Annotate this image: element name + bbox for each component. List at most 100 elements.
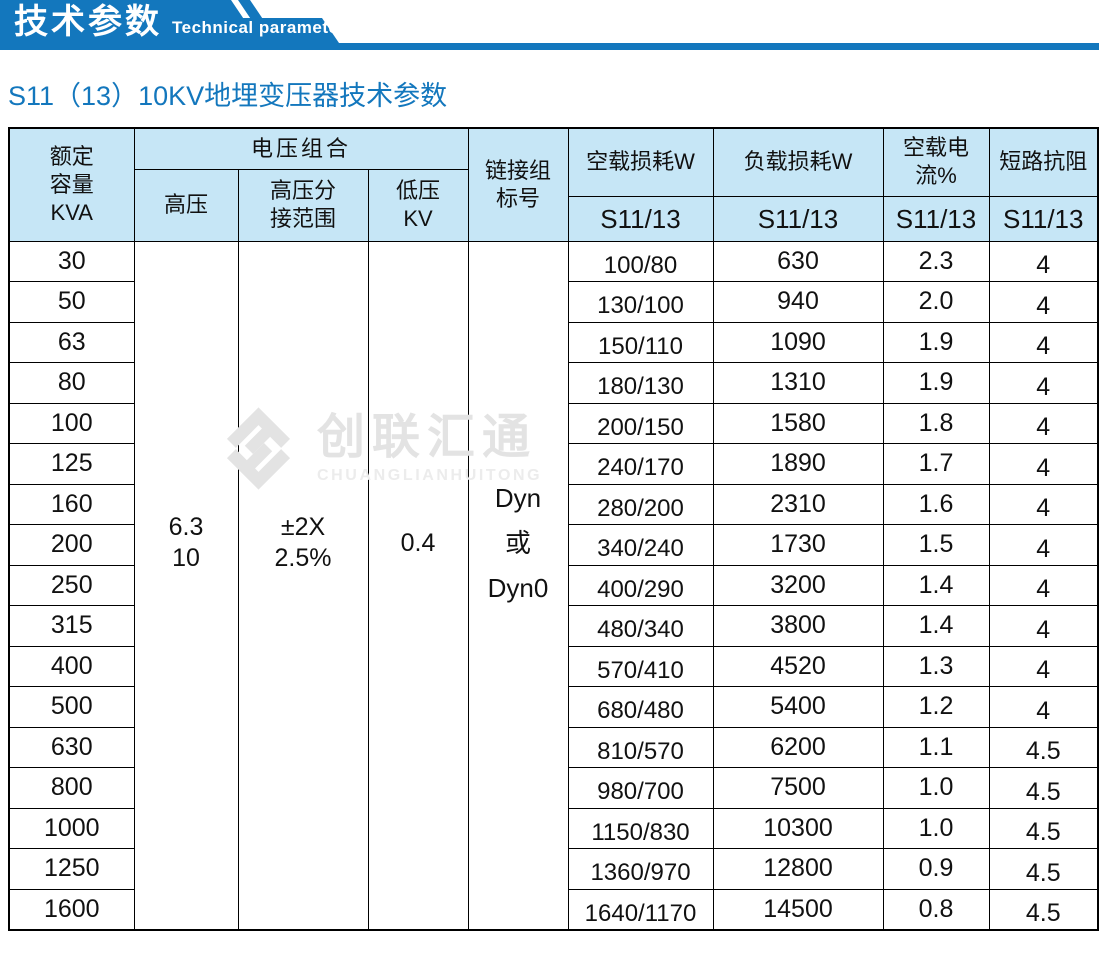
cell-no-load-current: 1.0	[882, 767, 990, 809]
cell-load-loss: 630	[712, 240, 884, 282]
header-load-loss: 负载损耗W	[712, 127, 884, 197]
spec-table: 额定 容量 KVA 电压组合 链接组 标号 空载损耗W 负载损耗W 空载电流% …	[8, 127, 1099, 931]
table-row: 250 400/290 3200 1.4 4	[8, 564, 1099, 606]
cell-hv-merged: 6.3 10	[133, 240, 239, 930]
table-row: 63 150/110 1090 1.9 4	[8, 321, 1099, 363]
cell-no-load-current: 1.8	[882, 402, 990, 444]
cell-capacity: 1250	[8, 848, 135, 890]
cell-no-load-loss: 180/130	[567, 362, 714, 404]
cell-load-loss: 1580	[712, 402, 884, 444]
table-header: 额定 容量 KVA 电压组合 链接组 标号 空载损耗W 负载损耗W 空载电流% …	[8, 127, 1099, 242]
cell-impedance: 4	[988, 281, 1099, 323]
cell-no-load-current: 1.9	[882, 362, 990, 404]
cell-load-loss: 7500	[712, 767, 884, 809]
cell-load-loss: 3800	[712, 605, 884, 647]
cell-capacity: 400	[8, 645, 135, 687]
table-row: 1250 1360/970 12800 0.9 4.5	[8, 848, 1099, 890]
cell-impedance: 4	[988, 524, 1099, 566]
cell-no-load-current: 1.2	[882, 686, 990, 728]
cell-load-loss: 5400	[712, 686, 884, 728]
cell-load-loss: 1730	[712, 524, 884, 566]
header-row-2: 高压 高压分 接范围 低压 KV	[9, 168, 1098, 242]
page-title: S11（13）10KV地埋变压器技术参数	[8, 81, 448, 111]
cell-no-load-loss: 1640/1170	[567, 888, 714, 930]
cell-impedance: 4	[988, 240, 1099, 282]
cell-vector-group-merged: Dyn 或 Dyn0	[467, 240, 569, 930]
cell-load-loss: 14500	[712, 888, 884, 930]
cell-capacity: 1000	[8, 807, 135, 849]
header-hv: 高压	[133, 168, 239, 242]
watermark-bracket-bottom	[226, 449, 291, 490]
cell-no-load-loss: 1360/970	[567, 848, 714, 890]
cell-no-load-loss: 100/80	[567, 240, 714, 282]
cell-no-load-current: 2.3	[882, 240, 990, 282]
cell-impedance: 4	[988, 362, 1099, 404]
cell-no-load-current: 1.0	[882, 807, 990, 849]
cell-capacity: 800	[8, 767, 135, 809]
cell-capacity: 500	[8, 686, 135, 728]
header-impedance: 短路抗阻	[988, 127, 1099, 197]
header-model-impedance: S11/13	[988, 195, 1099, 242]
watermark-text-en: CHUANGLIANHUITONG	[317, 467, 543, 484]
cell-no-load-loss: 1150/830	[567, 807, 714, 849]
table-row: 160 280/200 2310 1.6 4	[8, 483, 1099, 525]
cell-impedance: 4.5	[988, 848, 1099, 890]
cell-hv-tap-merged: ±2X 2.5%	[237, 240, 369, 930]
cell-no-load-loss: 130/100	[567, 281, 714, 323]
banner-title-cn: 技术参数	[14, 3, 162, 41]
cell-load-loss: 1310	[712, 362, 884, 404]
cell-capacity: 63	[8, 321, 135, 363]
table-row: 125 240/170 1890 1.7 4	[8, 443, 1099, 485]
banner-ribbon	[0, 0, 1099, 50]
cell-no-load-loss: 400/290	[567, 564, 714, 606]
cell-impedance: 4.5	[988, 888, 1099, 930]
cell-impedance: 4	[988, 443, 1099, 485]
cell-capacity: 125	[8, 443, 135, 485]
table-body: 30 6.3 10 ±2X 2.5% 0.4 Dyn 或 Dyn0 100/80 630 2.…	[8, 240, 1099, 930]
watermark-text-cn: 创联汇通	[317, 411, 538, 464]
cell-capacity: 100	[8, 402, 135, 444]
cell-no-load-loss: 680/480	[567, 686, 714, 728]
cell-capacity: 1600	[8, 888, 135, 930]
cell-load-loss: 12800	[712, 848, 884, 890]
watermark-hook-1	[244, 425, 274, 454]
cell-impedance: 4	[988, 483, 1099, 525]
table-row: 1000 1150/830 10300 1.0 4.5	[8, 807, 1099, 849]
cell-no-load-loss: 570/410	[567, 645, 714, 687]
cell-no-load-current: 1.4	[882, 564, 990, 606]
watermark-bracket-top	[226, 407, 291, 448]
header-voltage-combo: 电压组合	[133, 127, 469, 170]
cell-capacity: 80	[8, 362, 135, 404]
cell-no-load-current: 2.0	[882, 281, 990, 323]
watermark-hook-2	[243, 443, 273, 472]
table-row: 50 130/100 940 2.0 4	[8, 281, 1099, 323]
cell-capacity: 200	[8, 524, 135, 566]
header-no-load-current: 空载电流%	[882, 127, 990, 197]
banner-underline-bar	[0, 43, 1099, 50]
cell-load-loss: 1890	[712, 443, 884, 485]
cell-impedance: 4	[988, 321, 1099, 363]
watermark-text: 创联汇通 CHUANGLIANHUITONG	[317, 412, 542, 485]
cell-no-load-loss: 980/700	[567, 767, 714, 809]
cell-no-load-current: 1.4	[882, 605, 990, 647]
header-model-no-load-current: S11/13	[882, 195, 990, 242]
cell-capacity: 315	[8, 605, 135, 647]
header-row-3: S11/13 S11/13 S11/13 S11/13	[9, 195, 1099, 242]
watermark: 创联汇通 CHUANGLIANHUITONG	[210, 400, 542, 497]
cell-capacity: 160	[8, 483, 135, 525]
cell-impedance: 4	[988, 686, 1099, 728]
cell-impedance: 4	[988, 402, 1099, 444]
cell-no-load-loss: 340/240	[567, 524, 714, 566]
table-row: 30 6.3 10 ±2X 2.5% 0.4 Dyn 或 Dyn0 100/80 630 2.…	[8, 240, 1099, 930]
cell-no-load-current: 1.5	[882, 524, 990, 566]
cell-no-load-loss: 200/150	[567, 402, 714, 444]
cell-no-load-current: 1.7	[882, 443, 990, 485]
header-rated-capacity: 额定 容量 KVA	[8, 127, 135, 242]
cell-impedance: 4	[988, 564, 1099, 606]
cell-no-load-current: 1.6	[882, 483, 990, 525]
cell-load-loss: 1090	[712, 321, 884, 363]
cell-capacity: 630	[8, 726, 135, 768]
banner: 技术参数 Technical parameter	[0, 0, 1099, 50]
header-no-load-loss: 空载损耗W	[567, 127, 714, 197]
banner-band-shape	[0, 18, 339, 43]
